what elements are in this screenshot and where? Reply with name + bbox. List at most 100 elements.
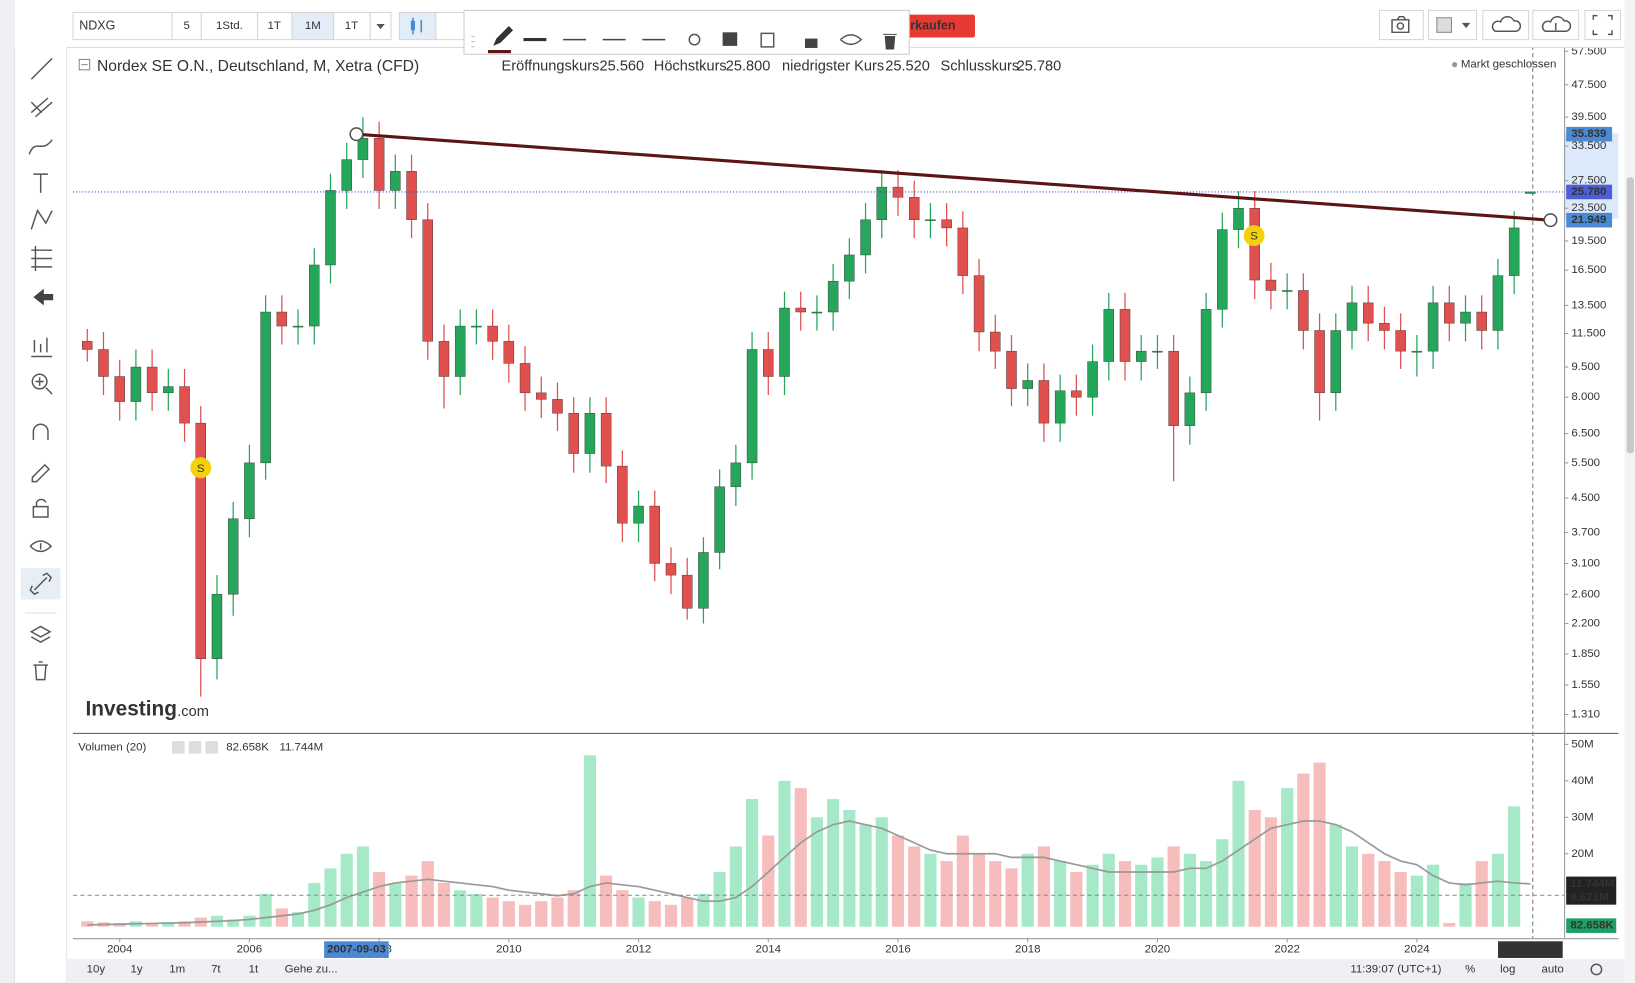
visibility-button[interactable] xyxy=(839,34,863,46)
range-button[interactable]: 10y xyxy=(87,963,106,975)
candle-body xyxy=(746,349,758,464)
lock-button[interactable] xyxy=(804,38,818,48)
interval-button[interactable] xyxy=(257,11,293,41)
auto-toggle[interactable]: auto xyxy=(1541,963,1563,975)
dropdown-arrow xyxy=(376,23,385,30)
back-tool[interactable] xyxy=(33,288,54,306)
volume-bar xyxy=(989,861,1002,927)
axis-volume-label: 82.658K xyxy=(1570,920,1614,932)
volume-bar xyxy=(1459,882,1472,927)
trendline-handle[interactable] xyxy=(1543,213,1558,228)
interval-button[interactable] xyxy=(333,11,371,41)
range-button[interactable]: 1y xyxy=(131,963,143,975)
volume-bar xyxy=(810,817,824,927)
candle-body xyxy=(1492,275,1504,331)
candle-body xyxy=(908,197,920,220)
settings-button[interactable] xyxy=(1590,963,1603,976)
axis-volume-label: 8.621M xyxy=(1570,891,1608,903)
line-tool[interactable] xyxy=(30,57,53,80)
volume-bar xyxy=(340,853,353,927)
pen-button[interactable] xyxy=(493,26,514,46)
text-tool[interactable] xyxy=(33,173,48,193)
delete-tool[interactable] xyxy=(33,661,48,681)
template-button[interactable] xyxy=(1428,9,1478,41)
link-tool[interactable] xyxy=(29,572,52,596)
log-toggle[interactable]: log xyxy=(1500,963,1515,975)
left-gutter xyxy=(0,0,15,983)
trendline-handle[interactable] xyxy=(349,127,364,142)
indicator-tool[interactable] xyxy=(31,337,53,358)
clone-button[interactable] xyxy=(760,32,775,48)
legend-icon[interactable] xyxy=(172,741,185,754)
fib-tool[interactable] xyxy=(30,97,53,118)
ohlc-value: 25.800 xyxy=(726,59,771,75)
scrollbar-thumb[interactable] xyxy=(1626,177,1634,454)
interval-button-active[interactable] xyxy=(291,11,335,41)
candle-body xyxy=(163,386,174,394)
y-tick-label: 13.500 xyxy=(1571,299,1606,311)
drag-handle[interactable] xyxy=(471,35,475,48)
load-button[interactable] xyxy=(1482,9,1530,41)
legend-icon[interactable] xyxy=(188,741,202,754)
candle-body xyxy=(1184,392,1196,426)
volume-bar xyxy=(859,824,872,927)
legend-icon[interactable] xyxy=(205,741,218,754)
candle-body xyxy=(325,190,336,266)
snapshot-button[interactable] xyxy=(1379,9,1424,41)
candle-body xyxy=(1103,309,1115,362)
measure-tool[interactable] xyxy=(31,246,53,272)
brush-tool[interactable] xyxy=(28,139,53,155)
settings-button[interactable] xyxy=(688,33,701,46)
candle-body xyxy=(1525,191,1536,194)
candle-body xyxy=(227,518,239,595)
volume-bar xyxy=(681,897,694,927)
y-tick-label: 3.100 xyxy=(1571,557,1600,569)
magnet-tool[interactable] xyxy=(32,423,49,440)
remove-button[interactable] xyxy=(883,33,897,50)
volume-bar xyxy=(875,817,888,927)
range-button[interactable]: 1t xyxy=(249,963,259,975)
candle-body xyxy=(1314,330,1325,394)
volume-bar xyxy=(1297,773,1310,927)
volume-bar xyxy=(616,890,629,927)
volume-bar xyxy=(762,835,775,927)
ohlc-value: 25.520 xyxy=(885,59,930,75)
candle-body xyxy=(98,349,109,377)
candle-body xyxy=(1135,350,1147,362)
clock: 11:39:07 (UTC+1) xyxy=(1350,963,1441,975)
percent-toggle[interactable]: % xyxy=(1465,963,1475,975)
pattern-tool[interactable] xyxy=(30,208,53,230)
lock-tool[interactable] xyxy=(32,498,49,518)
fullscreen-button[interactable] xyxy=(1584,9,1621,41)
candle-body xyxy=(552,399,563,414)
eye-tool[interactable] xyxy=(29,540,53,553)
interval-button[interactable] xyxy=(171,11,202,41)
camera-icon xyxy=(1391,15,1410,34)
volume-bar xyxy=(1443,923,1456,927)
layers-tool[interactable] xyxy=(29,625,52,643)
symbol-box[interactable] xyxy=(72,11,173,41)
candle-body xyxy=(876,186,888,220)
volume-bar xyxy=(1313,762,1326,927)
candle-body xyxy=(763,349,774,377)
collapse-box[interactable] xyxy=(78,58,91,71)
signal-marker xyxy=(1243,225,1265,247)
chart-type-button[interactable] xyxy=(398,11,437,41)
interval-label: 5 xyxy=(183,20,189,32)
candle-body xyxy=(973,275,985,333)
dropdown-arrow xyxy=(1461,22,1471,29)
volume-bar xyxy=(1345,846,1359,927)
candle-body xyxy=(519,363,531,394)
range-button[interactable]: 1m xyxy=(169,963,185,975)
draw-lock-tool[interactable] xyxy=(31,463,51,483)
fill-button[interactable] xyxy=(722,32,738,46)
range-button[interactable]: 7t xyxy=(211,963,221,975)
zoom-tool[interactable] xyxy=(31,373,53,395)
volume-bar xyxy=(178,921,191,927)
candle-body xyxy=(82,341,93,350)
volume-bar xyxy=(1102,853,1115,927)
candle-body xyxy=(617,465,628,524)
sell-button[interactable] xyxy=(891,14,975,38)
goto-button[interactable]: Gehe zu... xyxy=(285,963,338,975)
last-price-label: 25.780 xyxy=(1571,186,1606,198)
